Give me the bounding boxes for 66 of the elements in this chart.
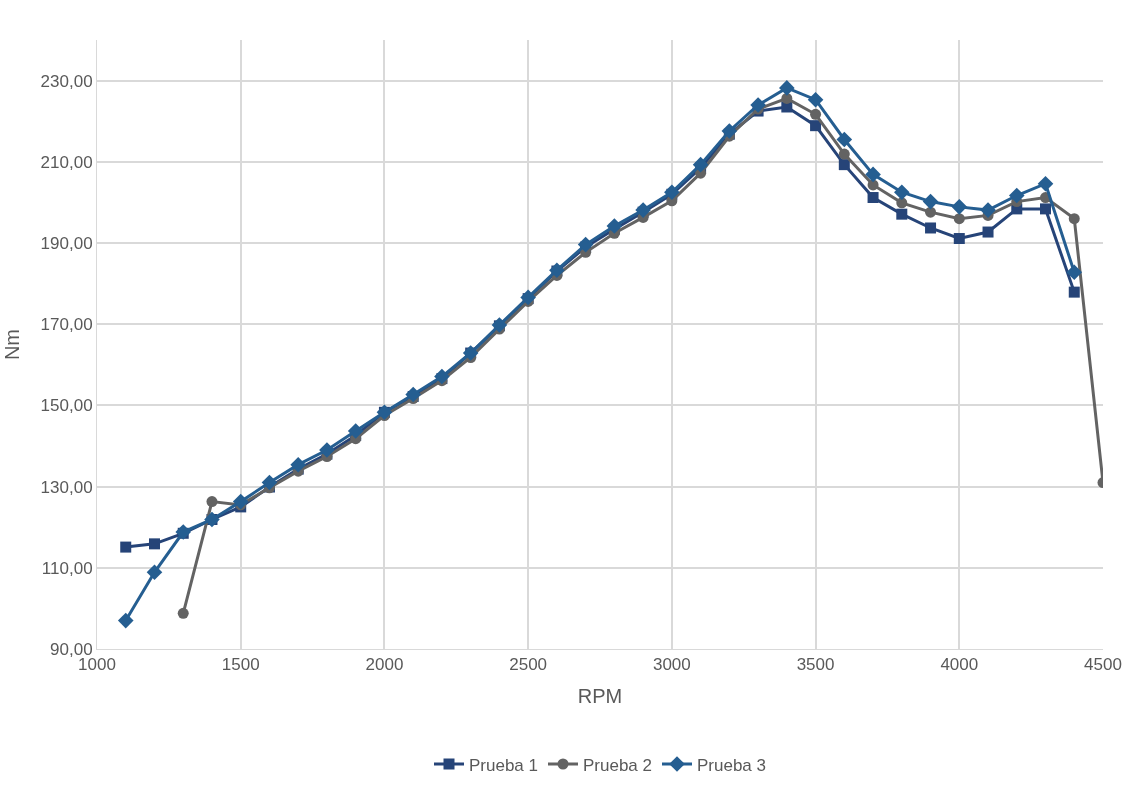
point (1037, 175, 1054, 192)
point (836, 131, 853, 148)
point (664, 184, 680, 201)
point (606, 218, 623, 234)
point (922, 193, 939, 210)
y-tick-label: 230,00 (40, 71, 93, 91)
point (925, 222, 937, 234)
point (1040, 203, 1052, 215)
point (1008, 187, 1025, 204)
point (781, 92, 793, 104)
point (838, 159, 850, 171)
point (865, 166, 881, 183)
legend-label: Prueba 2 (583, 755, 652, 775)
point (779, 80, 795, 96)
x-tick-label: 3500 (796, 655, 835, 675)
y-tick-label: 150,00 (40, 396, 93, 416)
y-axis-title: Nm (1, 328, 24, 361)
point (896, 208, 908, 220)
point (319, 442, 335, 458)
legend-label: Prueba 1 (469, 755, 538, 775)
point (146, 564, 163, 581)
point (148, 538, 160, 550)
point (261, 474, 278, 491)
point (206, 496, 218, 508)
point (721, 123, 738, 139)
x-tick-label: 3000 (652, 655, 691, 675)
x-tick-label: 1500 (221, 655, 260, 675)
point (980, 202, 996, 218)
point (1068, 213, 1080, 225)
point (953, 233, 965, 245)
point (867, 192, 879, 204)
point (925, 206, 937, 218)
point (1068, 286, 1080, 298)
point (953, 213, 965, 225)
point (810, 120, 822, 132)
point (405, 386, 421, 403)
point (838, 148, 850, 160)
x-tick-label: 4000 (940, 655, 979, 675)
point (290, 456, 306, 473)
x-tick-label: 2500 (509, 655, 548, 675)
point (177, 607, 189, 619)
y-tick-label: 210,00 (40, 152, 93, 172)
y-tick-label: 110,00 (41, 558, 93, 578)
point (120, 541, 132, 553)
legend-label: Prueba 3 (697, 755, 766, 775)
x-axis-title: RPM (577, 684, 623, 707)
point (347, 423, 364, 439)
point (635, 202, 651, 218)
point (577, 236, 594, 253)
point (894, 184, 910, 201)
point (434, 368, 450, 385)
point (982, 226, 994, 238)
point (232, 493, 249, 510)
point (1066, 264, 1083, 281)
point (750, 97, 766, 113)
point (520, 289, 536, 306)
point (810, 108, 822, 120)
y-tick-label: 170,00 (40, 315, 93, 335)
x-tick-label: 4500 (1084, 655, 1122, 675)
point (692, 156, 709, 173)
y-tick-label: 130,00 (40, 477, 93, 497)
point (117, 612, 134, 629)
point (951, 199, 968, 215)
point (807, 91, 824, 108)
x-tick-label: 2000 (365, 655, 404, 675)
y-tick-label: 190,00 (40, 233, 93, 253)
